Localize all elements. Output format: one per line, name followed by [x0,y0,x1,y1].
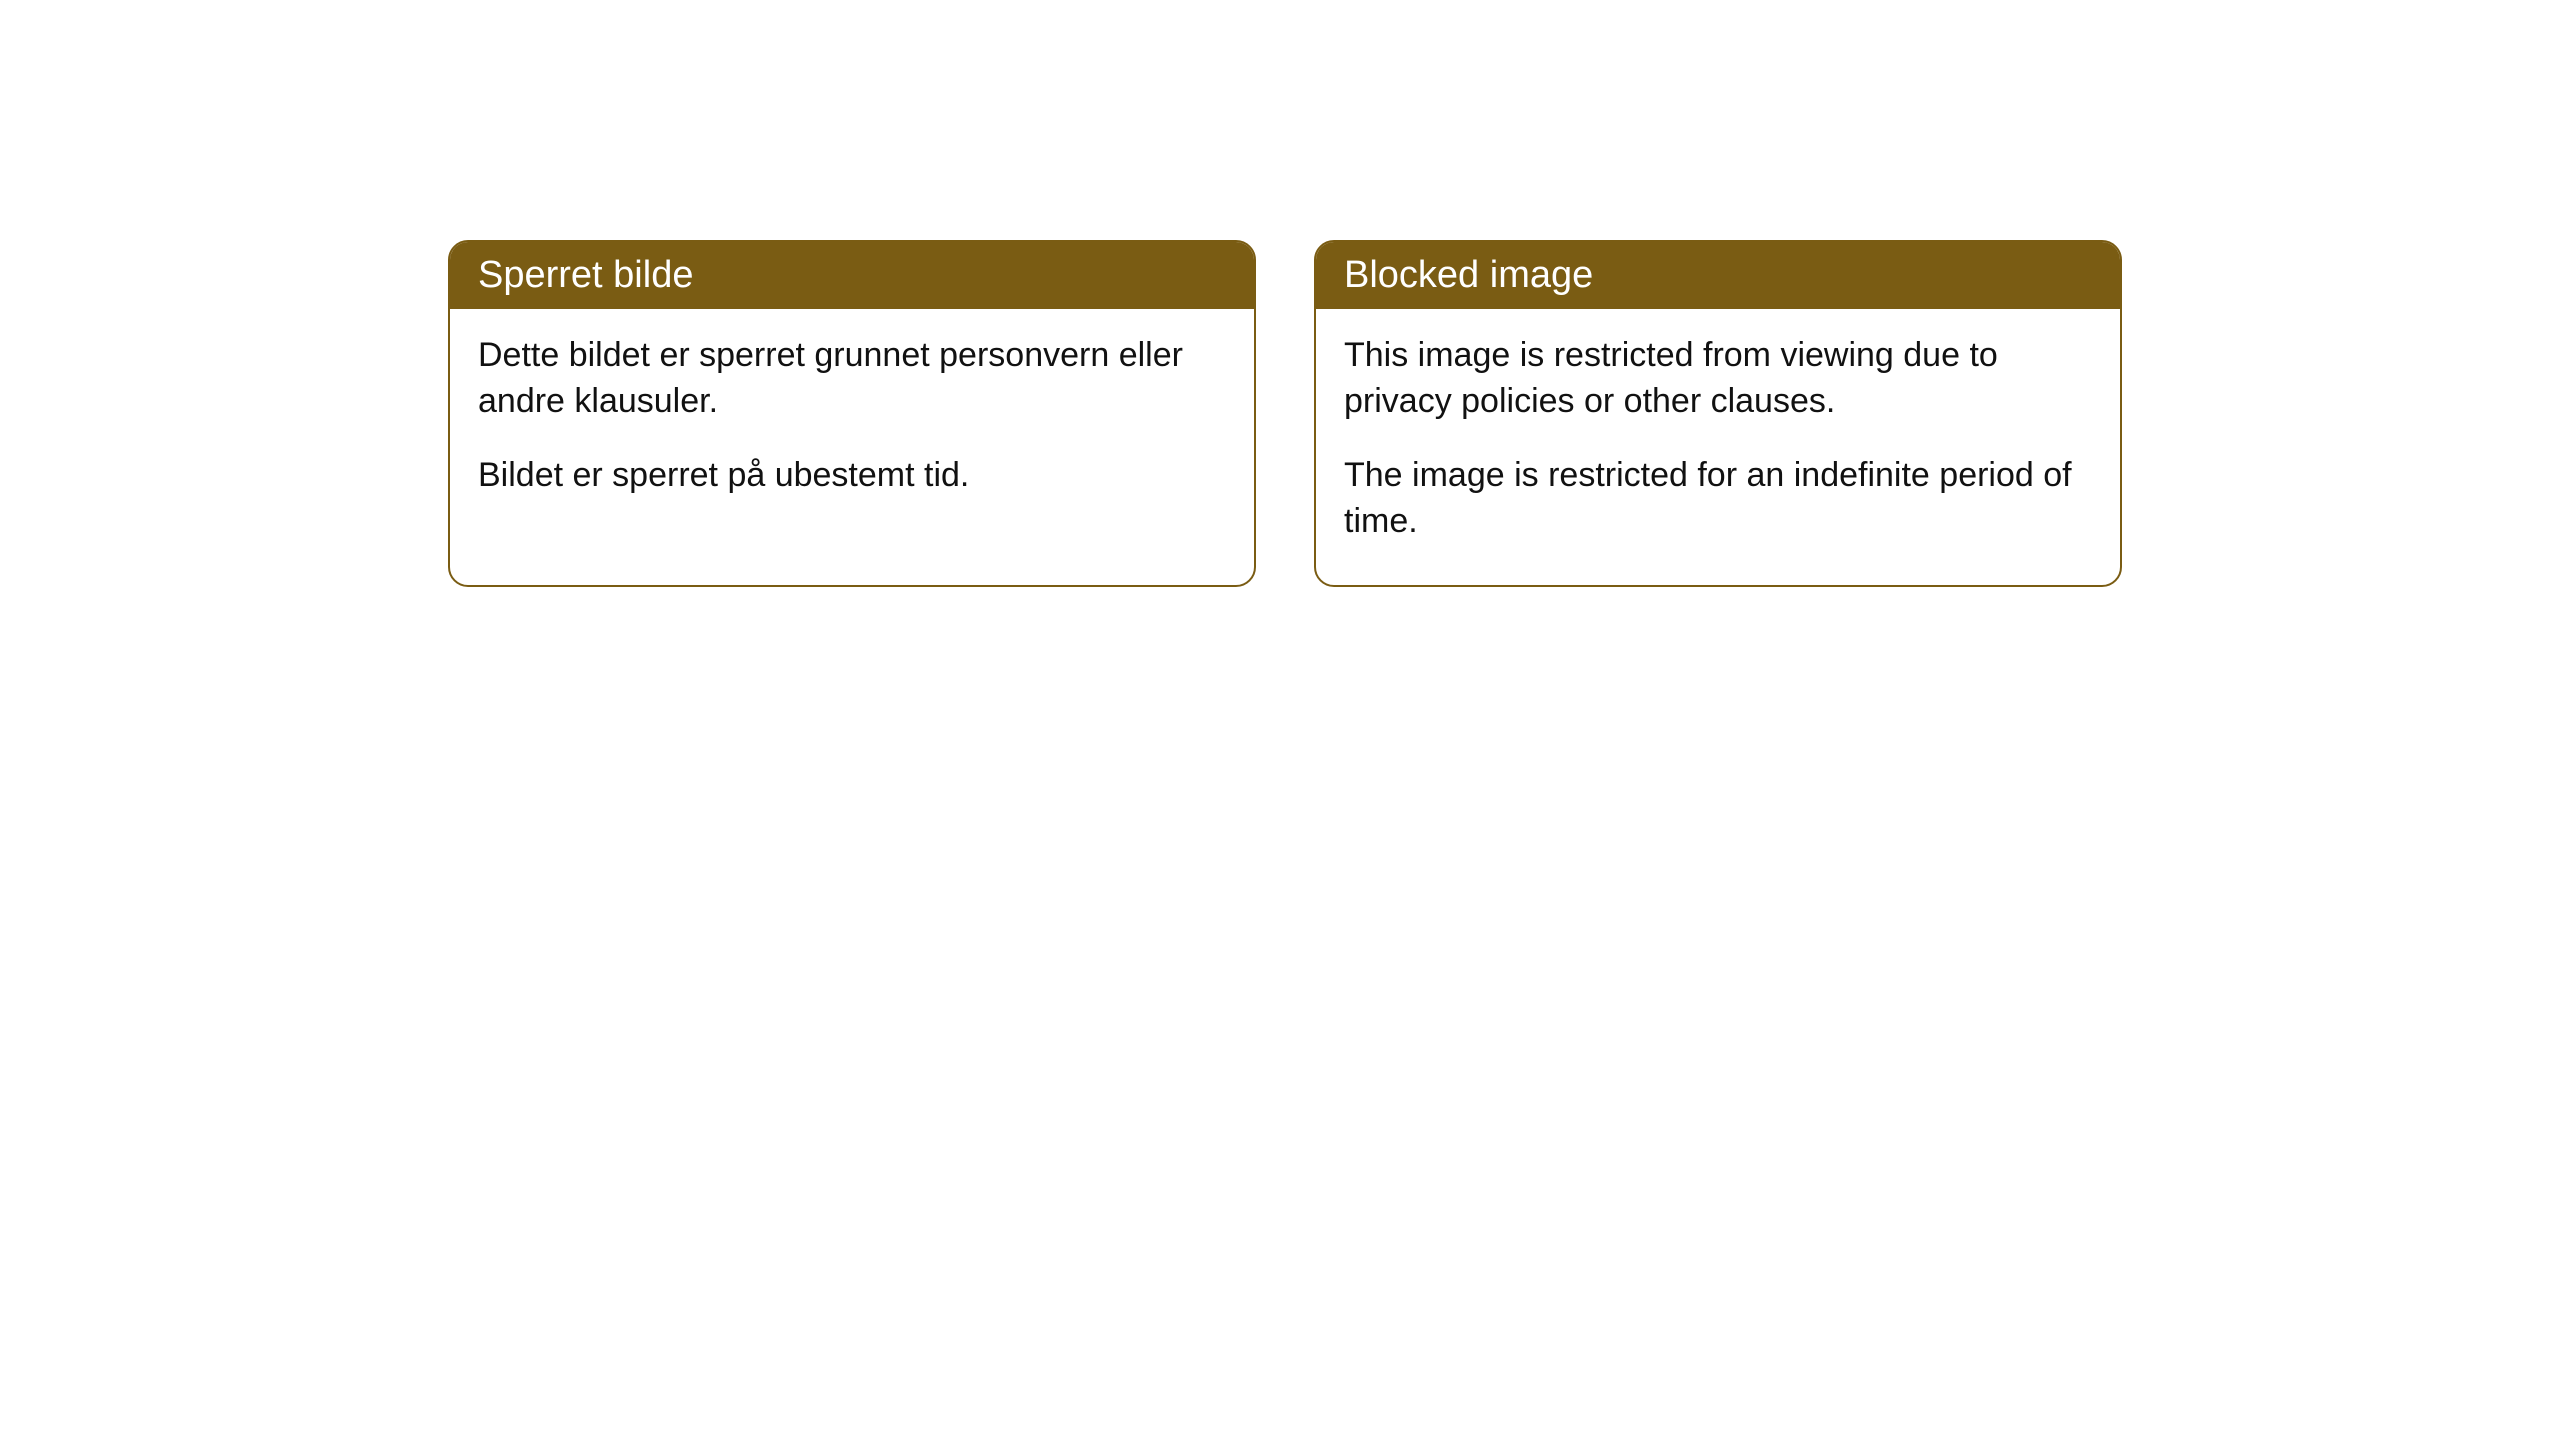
card-body-no: Dette bildet er sperret grunnet personve… [450,309,1254,539]
card-para2-no: Bildet er sperret på ubestemt tid. [478,453,1226,499]
blocked-image-card-no: Sperret bilde Dette bildet er sperret gr… [448,240,1256,587]
card-body-en: This image is restricted from viewing du… [1316,309,2120,585]
card-para1-en: This image is restricted from viewing du… [1344,333,2092,425]
notice-cards-container: Sperret bilde Dette bildet er sperret gr… [0,0,2560,587]
card-title-no: Sperret bilde [450,242,1254,309]
card-para1-no: Dette bildet er sperret grunnet personve… [478,333,1226,425]
blocked-image-card-en: Blocked image This image is restricted f… [1314,240,2122,587]
card-title-en: Blocked image [1316,242,2120,309]
card-para2-en: The image is restricted for an indefinit… [1344,453,2092,545]
